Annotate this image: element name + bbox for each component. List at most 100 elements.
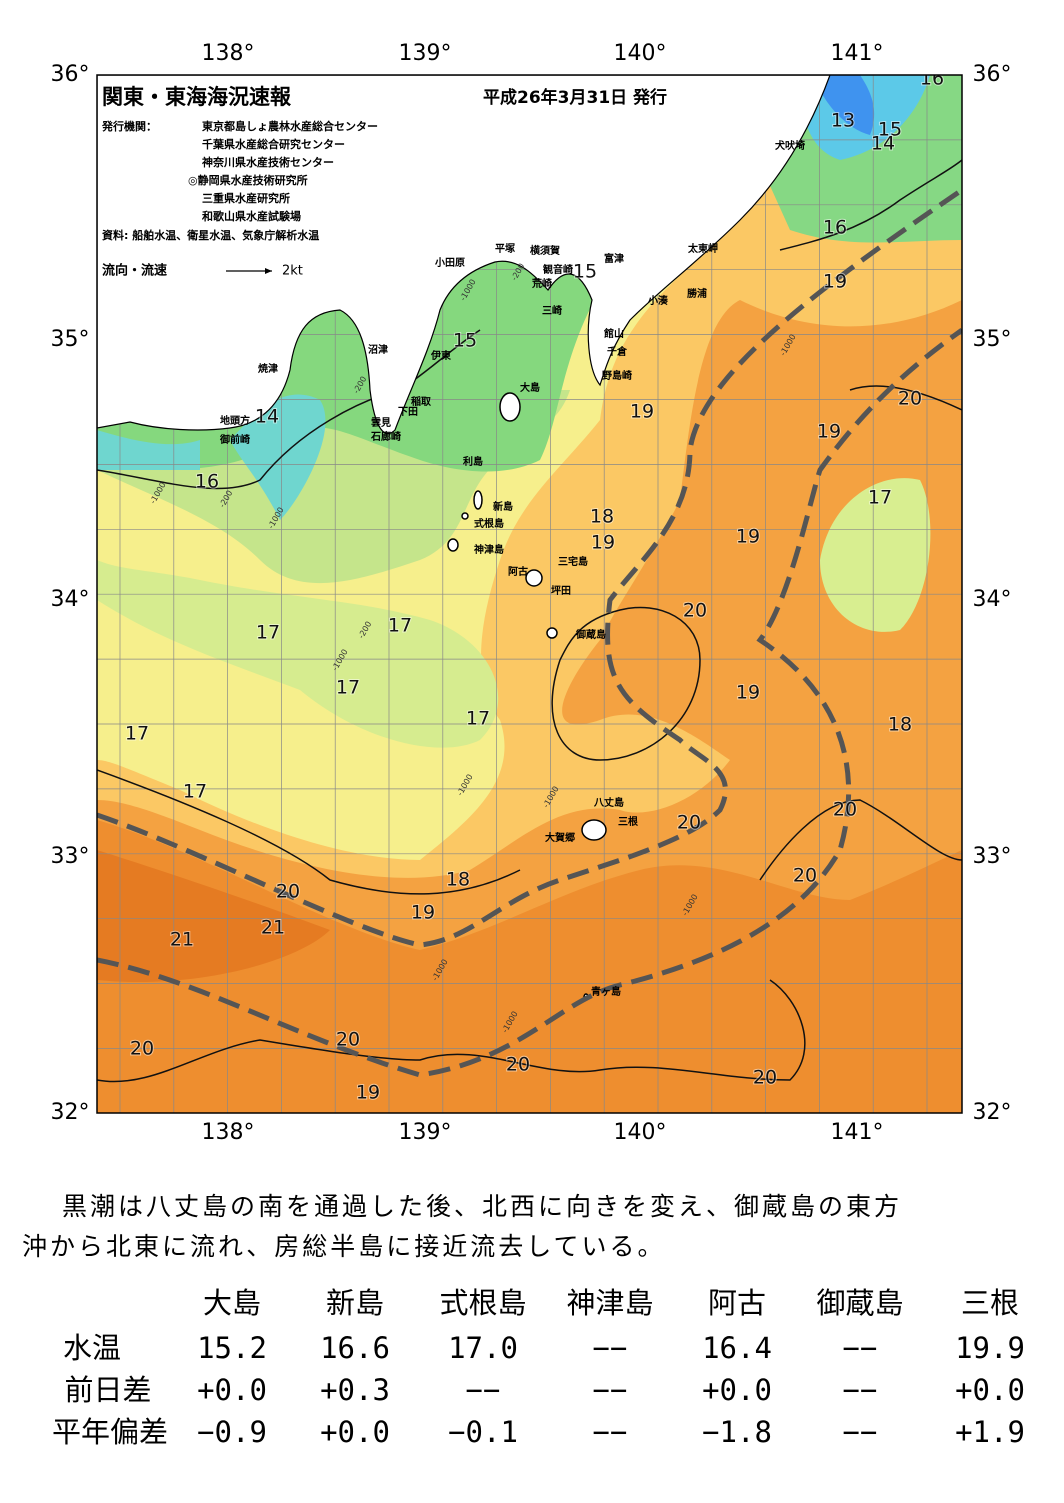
place-name: 三崎: [542, 304, 562, 317]
place-name: 富津: [604, 252, 624, 265]
title: 関東・東海海況速報: [102, 85, 292, 109]
place-name: 犬吠埼: [775, 139, 805, 152]
temperature-label: 19: [411, 902, 435, 924]
table-cell: 16.6: [320, 1331, 390, 1365]
temperature-label: 20: [506, 1054, 530, 1076]
issuer: 千葉県水産総合研究センター: [202, 137, 345, 151]
isotherms: [97, 159, 962, 1083]
table-cell: +1.9: [955, 1415, 1025, 1449]
table-cell: −0.9: [197, 1415, 267, 1449]
place-name: 坪田: [551, 584, 571, 597]
kuroshio-axis: [97, 187, 962, 1078]
place-name: 三宅島: [558, 555, 588, 568]
table-cell: −−: [843, 1415, 878, 1449]
lat-label: 33°: [973, 844, 1012, 869]
table-cell: +0.0: [320, 1415, 390, 1449]
lon-label: 139°: [399, 1120, 452, 1145]
place-name: 雲見: [371, 417, 391, 429]
issuer-label: 発行機関：: [101, 119, 157, 133]
place-name: 稲取: [411, 395, 432, 408]
lat-label: 33°: [51, 844, 90, 869]
table-cell: −−: [843, 1331, 878, 1365]
place-name: 大賀郷: [545, 831, 575, 844]
temperature-label: 15: [573, 261, 597, 283]
place-name: 利島: [463, 455, 483, 468]
lon-label: 141°: [831, 41, 884, 66]
temperature-label: 19: [356, 1082, 380, 1104]
place-name: 荒崎: [531, 277, 552, 290]
temperature-label: 15: [878, 119, 902, 141]
table-cell: +0.3: [320, 1373, 390, 1407]
table-cell: −1.8: [702, 1415, 772, 1449]
issuer: 東京都島しょ農林水産総合センター: [202, 119, 378, 133]
temperature-label: 20: [898, 388, 922, 410]
row-label: 前日差: [64, 1373, 151, 1407]
source: 資料: 船舶水温、衛星水温、気象庁解析水温: [102, 228, 319, 242]
temperature-label: 20: [683, 600, 707, 622]
lat-label: 36°: [973, 62, 1012, 87]
table-cell: 16.4: [702, 1331, 772, 1365]
lat-label: 32°: [51, 1100, 90, 1125]
table-cell: 15.2: [197, 1331, 267, 1365]
temperature-label: 17: [336, 677, 360, 699]
temperature-label: 16: [920, 68, 944, 90]
temperature-label: 16: [823, 217, 847, 239]
temperature-label: 19: [591, 532, 615, 554]
temperature-label: 16: [195, 471, 219, 493]
lat-label: 35°: [973, 327, 1012, 352]
temperature-label: 13: [831, 110, 855, 132]
row-label: 平年偏差: [52, 1415, 168, 1449]
land: [97, 75, 831, 435]
table-cell: 17.0: [448, 1331, 518, 1365]
temperature-label: 14: [255, 406, 279, 428]
table-cell: −0.1: [448, 1415, 518, 1449]
place-name: 下田: [398, 406, 418, 418]
temperature-label: 18: [888, 714, 912, 736]
lon-label: 138°: [202, 41, 255, 66]
place-name: 沼津: [368, 343, 388, 356]
table-cell: −−: [593, 1331, 628, 1365]
temperature-label: 20: [336, 1029, 360, 1051]
temperature-label: 21: [261, 917, 285, 939]
lat-label: 35°: [51, 327, 90, 352]
map-frame: [96, 74, 963, 1114]
place-name: 野島崎: [602, 369, 632, 382]
column-header: 神津島: [566, 1286, 653, 1320]
temperature-label: 19: [817, 421, 841, 443]
place-name: 小田原: [434, 256, 465, 269]
table-cell: −−: [593, 1415, 628, 1449]
column-header: 式根島: [439, 1286, 526, 1320]
place-name: 石廊崎: [370, 430, 401, 443]
column-header: 御蔵島: [816, 1286, 903, 1320]
lat-label: 34°: [973, 587, 1012, 612]
temperature-label: 18: [446, 869, 470, 891]
table-cell: −−: [593, 1373, 628, 1407]
lon-label: 140°: [614, 41, 667, 66]
place-name: 横須賀: [530, 244, 560, 257]
place-name: 館山: [603, 327, 624, 340]
temperature-label: 17: [125, 723, 149, 745]
place-name: 阿古: [508, 565, 528, 578]
legend-arrowhead: [265, 268, 272, 274]
place-name: 青ヶ島: [591, 985, 621, 998]
table-cell: −−: [466, 1373, 501, 1407]
temperature-label: 20: [833, 799, 857, 821]
summary-line: 沖から北東に流れ、房総半島に接近流去している。: [22, 1232, 666, 1261]
place-name: 小湊: [647, 294, 669, 307]
place-name: 平塚: [495, 242, 515, 255]
place-name: 大島: [520, 381, 540, 394]
temperature-label: 17: [183, 781, 207, 803]
place-name: 太東岬: [687, 242, 718, 255]
issue-date: 平成26年3月31日 発行: [483, 87, 667, 108]
legend-label: 流向・流速: [102, 263, 167, 279]
islands: [447, 392, 607, 1001]
place-name: 勝浦: [687, 287, 707, 300]
column-header: 三根: [961, 1286, 1019, 1320]
temperature-label: 19: [736, 682, 760, 704]
table-cell: +0.0: [955, 1373, 1025, 1407]
temperature-label: 19: [823, 271, 847, 293]
place-name: 三根: [618, 815, 638, 828]
table-cell: 19.9: [955, 1331, 1025, 1365]
